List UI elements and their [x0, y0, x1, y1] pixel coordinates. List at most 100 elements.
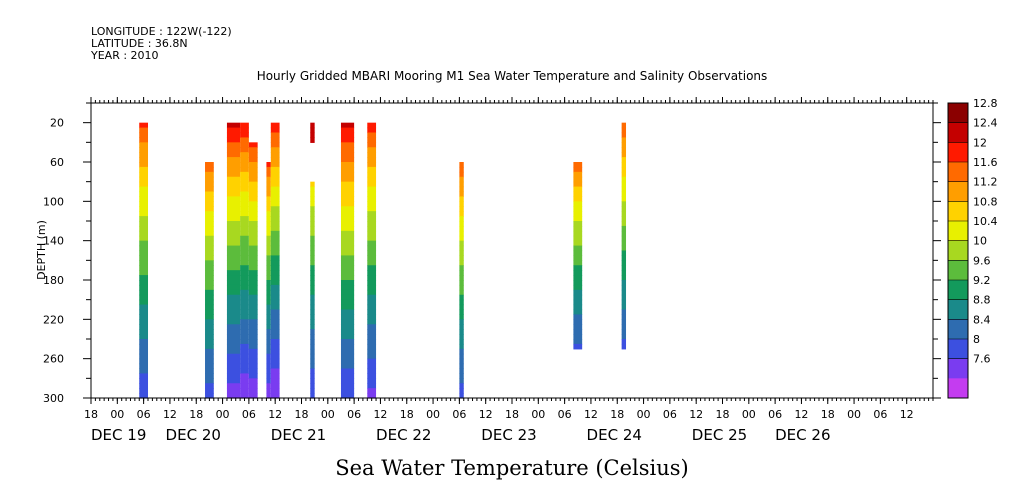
data-cell [266, 275, 271, 281]
data-cell [248, 363, 258, 370]
data-cell [266, 196, 271, 202]
data-cell [266, 304, 271, 311]
data-cell [340, 216, 355, 222]
data-cell [310, 329, 315, 335]
colorbar: 12.8 12.4 12 11.6 11.2 10.8 10.4 10 9.6 9.2 8.8 8.4… [947, 97, 998, 399]
data-cell [248, 211, 258, 217]
data-cell [310, 250, 315, 257]
data-cell [459, 162, 464, 168]
data-cell [266, 334, 271, 340]
data-cell [240, 196, 249, 202]
data-cell [248, 176, 258, 183]
data-cell [226, 245, 241, 252]
data-cell [240, 127, 249, 134]
data-cell [621, 201, 627, 207]
data-cell [248, 275, 258, 281]
data-cell [310, 324, 315, 330]
data-cell [459, 216, 464, 222]
y-tick-label: 100 [43, 195, 64, 208]
data-cell [226, 132, 241, 139]
data-cell [266, 319, 271, 325]
colorbar-label: 8.4 [973, 313, 991, 326]
data-cell [240, 329, 249, 335]
data-cell [459, 304, 464, 311]
data-cell [573, 245, 583, 252]
data-cell [270, 280, 280, 286]
x-tick-label: 12 [479, 408, 493, 421]
colorbar-swatch [948, 280, 968, 301]
colorbar-label: 11.2 [973, 176, 998, 189]
data-cell [270, 393, 280, 399]
data-cell [340, 280, 355, 286]
data-cell [270, 142, 280, 148]
data-cell [270, 225, 280, 232]
data-cell [310, 284, 315, 291]
x-day-label: DEC 23 [481, 426, 536, 444]
data-cell [459, 284, 464, 291]
data-cell [226, 339, 241, 345]
data-cell [266, 383, 271, 389]
data-cell [240, 132, 249, 139]
data-cell [573, 186, 583, 193]
data-cell [367, 176, 377, 183]
data-cell [248, 171, 258, 178]
data-cell [340, 147, 355, 153]
data-cell [248, 339, 258, 345]
data-cell [226, 265, 241, 271]
data-cell [367, 358, 377, 365]
data-cell [139, 235, 149, 242]
data-cell [240, 157, 249, 163]
data-cell [459, 363, 464, 370]
data-cell [367, 127, 377, 134]
latitude-label: LATITUDE : 36.8N [91, 37, 188, 50]
data-cell [270, 201, 280, 207]
data-cell [459, 211, 464, 217]
data-cell [248, 206, 258, 212]
data-cell [248, 166, 258, 173]
data-cell [240, 166, 249, 173]
data-cell [205, 250, 214, 257]
x-tick-label: 06 [242, 408, 256, 421]
data-cell [139, 181, 149, 188]
data-cell [621, 171, 627, 178]
data-cell [573, 201, 583, 207]
data-cell [266, 216, 271, 222]
data-cell [226, 122, 241, 129]
data-cell [270, 348, 280, 355]
data-cell [340, 230, 355, 237]
data-cell [248, 196, 258, 202]
data-cell [573, 240, 583, 247]
data-cell [459, 176, 464, 183]
data-cell [240, 191, 249, 198]
data-cell [139, 201, 149, 207]
data-cell [248, 388, 258, 394]
data-cell [248, 162, 258, 168]
data-cell [340, 235, 355, 242]
data-cell [621, 181, 627, 188]
data-cell [270, 373, 280, 379]
data-cell [240, 304, 249, 311]
data-cell [226, 373, 241, 379]
data-cell [205, 245, 214, 252]
data-cell [459, 186, 464, 193]
data-cell [621, 299, 627, 306]
data-cell [621, 245, 627, 252]
data-cell [248, 142, 258, 148]
data-cell [266, 265, 271, 271]
data-cell [139, 221, 149, 227]
data-cell [573, 270, 583, 276]
colorbar-swatch [948, 221, 968, 242]
x-tick-label: 18 [295, 408, 309, 421]
data-cell [139, 240, 149, 247]
x-tick-label: 00 [531, 408, 545, 421]
data-cell [139, 299, 149, 306]
data-cell [310, 216, 315, 222]
x-tick-label: 18 [821, 408, 835, 421]
data-cell [310, 265, 315, 271]
data-cell [139, 152, 149, 158]
data-cell [310, 294, 315, 301]
data-cell [340, 348, 355, 355]
data-cell [459, 191, 464, 198]
data-cell [367, 270, 377, 276]
data-cell [459, 339, 464, 345]
